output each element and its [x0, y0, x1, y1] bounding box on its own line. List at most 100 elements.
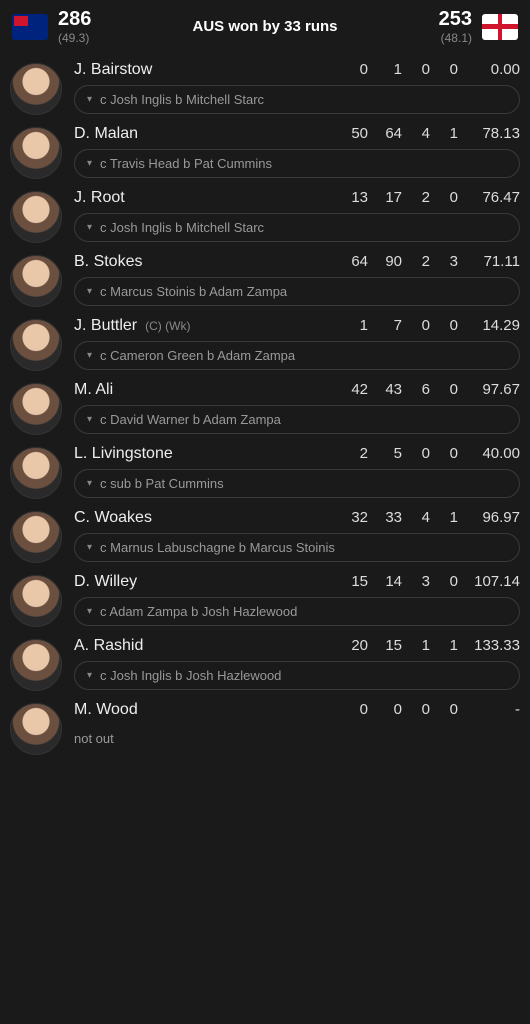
player-avatar — [10, 383, 62, 435]
team1-overs: (49.3) — [58, 31, 91, 45]
player-name: M. Ali — [74, 381, 113, 399]
batter-row[interactable]: D. Willey151430107.14▾c Adam Zampa b Jos… — [10, 567, 520, 631]
chevron-down-icon: ▾ — [87, 670, 92, 681]
player-avatar — [10, 255, 62, 307]
stat-line: L. Livingstone250040.00 — [74, 445, 520, 463]
stat-s: 0 — [436, 701, 458, 718]
stat-b: 43 — [374, 381, 402, 398]
stat-b: 15 — [374, 637, 402, 654]
dismissal-pill[interactable]: ▾c Travis Head b Pat Cummins — [74, 149, 520, 178]
stat-r: 32 — [340, 509, 368, 526]
chevron-down-icon: ▾ — [87, 414, 92, 425]
dismissal-pill[interactable]: ▾c Marcus Stoinis b Adam Zampa — [74, 277, 520, 306]
dismissal-text: c Adam Zampa b Josh Hazlewood — [100, 604, 297, 619]
chevron-down-icon: ▾ — [87, 286, 92, 297]
stat-f: 0 — [408, 701, 430, 718]
dismissal-text: c David Warner b Adam Zampa — [100, 412, 281, 427]
stat-r: 0 — [340, 61, 368, 78]
batter-row[interactable]: D. Malan50644178.13▾c Travis Head b Pat … — [10, 119, 520, 183]
chevron-down-icon: ▾ — [87, 350, 92, 361]
stat-f: 6 — [408, 381, 430, 398]
dismissal-pill[interactable]: ▾ c David Warner b Adam Zampa — [74, 405, 520, 434]
stat-b: 33 — [374, 509, 402, 526]
dismissal-pill[interactable]: ▾c Josh Inglis b Mitchell Starc — [74, 85, 520, 114]
dismissal-text: c Cameron Green b Adam Zampa — [100, 348, 295, 363]
batter-row[interactable]: C. Woakes 32 33 41 96.97 ▾c Marnus Labuschagn… — [10, 503, 520, 567]
batter-row-body: D. Willey151430107.14▾c Adam Zampa b Jos… — [74, 573, 520, 626]
player-avatar — [10, 575, 62, 627]
dismissal-pill[interactable]: ▾ c Adam Zampa b Josh Hazlewood — [74, 597, 520, 626]
player-name: J. Bairstow — [74, 61, 152, 79]
stat-b: 14 — [374, 573, 402, 590]
player-avatar — [10, 319, 62, 371]
stat-b: 1 — [374, 61, 402, 78]
batter-row-body: C. Woakes 32 33 41 96.97 ▾c Marnus Labuschagn… — [74, 509, 520, 562]
chevron-down-icon: ▾ — [87, 94, 92, 105]
batter-row[interactable]: A. Rashid201511133.33▾c Josh Inglis b Jo… — [10, 631, 520, 695]
stat-r: 50 — [340, 125, 368, 142]
stat-f: 4 — [408, 509, 430, 526]
batter-row[interactable]: J. Bairstow01000.00▾c Josh Inglis b Mitc… — [10, 55, 520, 119]
stat-line: A. Rashid201511133.33 — [74, 637, 520, 655]
aus-flag-icon — [12, 14, 48, 40]
stat-s: 1 — [436, 637, 458, 654]
stat-r: 42 — [340, 381, 368, 398]
chevron-down-icon: ▾ — [87, 606, 92, 617]
stat-s: 0 — [436, 573, 458, 590]
stat-b: 90 — [374, 253, 402, 270]
stat-s: 0 — [436, 189, 458, 206]
stat-s: 0 — [436, 317, 458, 334]
stat-s: 3 — [436, 253, 458, 270]
stat-r: 2 — [340, 445, 368, 462]
dismissal-text: c Josh Inglis b Josh Hazlewood — [100, 668, 281, 683]
stat-r: 20 — [340, 637, 368, 654]
dismissal-pill[interactable]: ▾ c Cameron Green b Adam Zampa — [74, 341, 520, 370]
batter-row[interactable]: B. Stokes64902371.11▾c Marcus Stoinis b … — [10, 247, 520, 311]
player-name: B. Stokes — [74, 253, 142, 271]
player-avatar — [10, 447, 62, 499]
dismissal-pill[interactable]: ▾c Josh Inglis b Mitchell Starc — [74, 213, 520, 242]
batter-row-body: L. Livingstone250040.00 ▾c sub b Pat Cumm… — [74, 445, 520, 498]
batter-row[interactable]: J. Buttler(C) (Wk)170014.29▾c Cameron Gr… — [10, 311, 520, 375]
stat-r: 0 — [340, 701, 368, 718]
player-avatar — [10, 191, 62, 243]
stat-f: 0 — [408, 317, 430, 334]
stat-b: 64 — [374, 125, 402, 142]
eng-flag-icon — [482, 14, 518, 40]
dismissal-pill[interactable]: ▾c sub b Pat Cummins — [74, 469, 520, 498]
stat-b: 5 — [374, 445, 402, 462]
player-name: M. Wood — [74, 701, 138, 719]
batter-row-body: J. Buttler(C) (Wk)170014.29▾c Cameron Gr… — [74, 317, 520, 370]
stat-line: J. Bairstow01000.00 — [74, 61, 520, 79]
stat-b: 17 — [374, 189, 402, 206]
stat-line: M. Wood0000- — [74, 701, 520, 719]
stat-f: 0 — [408, 445, 430, 462]
stat-s: 1 — [436, 509, 458, 526]
stat-sr: 76.47 — [464, 189, 520, 206]
batter-row[interactable]: J. Root13172076.47▾c Josh Inglis b Mitch… — [10, 183, 520, 247]
dismissal-text: not out — [74, 731, 114, 746]
stat-r: 13 — [340, 189, 368, 206]
stat-r: 64 — [340, 253, 368, 270]
stat-sr: 96.97 — [464, 509, 520, 526]
batter-row-body: J. Bairstow01000.00▾c Josh Inglis b Mitc… — [74, 61, 520, 114]
batter-row[interactable]: M. Wood0000-not out — [10, 695, 520, 759]
stat-b: 7 — [374, 317, 402, 334]
batter-row-body: A. Rashid201511133.33▾c Josh Inglis b Jo… — [74, 637, 520, 690]
stat-s: 0 — [436, 445, 458, 462]
dismissal-pill[interactable]: ▾ c Josh Inglis b Josh Hazlewood — [74, 661, 520, 690]
batter-row-body: B. Stokes64902371.11▾c Marcus Stoinis b … — [74, 253, 520, 306]
player-avatar — [10, 127, 62, 179]
team1-score: 286 — [58, 8, 91, 31]
dismissal-pill[interactable]: ▾c Marnus Labuschagne b Marcus Stoinis — [74, 533, 520, 562]
stat-f: 1 — [408, 637, 430, 654]
stat-line: B. Stokes64902371.11 — [74, 253, 520, 271]
player-name: C. Woakes — [74, 509, 152, 527]
batter-row[interactable]: L. Livingstone250040.00 ▾c sub b Pat Cumm… — [10, 439, 520, 503]
team2-overs: (48.1) — [439, 31, 472, 45]
batter-row[interactable]: M. Ali42436097.67▾c David Warner b Adam … — [10, 375, 520, 439]
chevron-down-icon: ▾ — [87, 542, 92, 553]
stat-f: 2 — [408, 189, 430, 206]
stat-line: J. Root13172076.47 — [74, 189, 520, 207]
batter-row-body: M. Wood0000-not out — [74, 701, 520, 752]
